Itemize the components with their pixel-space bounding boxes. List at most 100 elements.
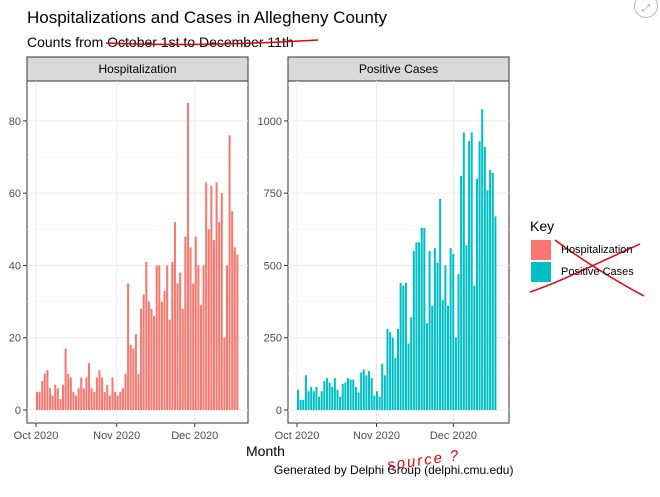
bar	[357, 392, 360, 410]
expand-icon[interactable]: ⤢	[634, 0, 658, 18]
bar	[325, 378, 328, 410]
bar	[207, 229, 210, 410]
facet-strip-hospitalization	[26, 56, 249, 82]
bar	[375, 391, 378, 410]
bar	[470, 132, 473, 411]
caption: Generated by Delphi Group (delphi.cmu.ed…	[274, 463, 514, 477]
bar	[155, 265, 158, 410]
x-axis-label: Month	[246, 443, 285, 459]
bar	[441, 300, 444, 410]
bar	[386, 329, 389, 410]
legend-key-hospitalization	[531, 240, 551, 260]
bar	[483, 146, 486, 410]
bar	[54, 384, 57, 410]
bar	[132, 348, 135, 410]
bar	[389, 331, 392, 410]
bar	[418, 242, 421, 410]
bar	[415, 242, 418, 410]
bar	[478, 141, 481, 411]
bar	[62, 384, 65, 410]
bar	[69, 377, 72, 410]
bar	[129, 344, 132, 410]
bar	[101, 377, 104, 410]
bar	[140, 308, 143, 410]
bar	[354, 386, 357, 410]
bar	[494, 216, 497, 410]
bar	[468, 141, 471, 411]
bar	[299, 399, 302, 410]
bar	[378, 396, 381, 410]
legend-label-positive-cases: Positive Cases	[561, 266, 634, 278]
bar	[121, 388, 124, 410]
bar	[134, 334, 137, 410]
bar	[38, 391, 41, 410]
bar	[454, 337, 457, 410]
bar	[160, 301, 163, 410]
bar	[462, 132, 465, 411]
bar	[212, 240, 215, 410]
bar	[56, 388, 59, 410]
y-tick-label: 250	[264, 333, 282, 345]
bar	[142, 294, 145, 410]
bar	[481, 109, 484, 410]
bar	[339, 396, 342, 410]
bar	[365, 375, 368, 410]
bar	[199, 305, 202, 410]
bar	[127, 283, 130, 410]
bar	[114, 391, 117, 410]
bar	[407, 343, 410, 410]
bar	[95, 377, 98, 410]
bar	[349, 379, 352, 410]
y-tick-label: 60	[9, 188, 21, 200]
bar	[72, 391, 75, 410]
bar	[368, 370, 371, 410]
bar	[431, 305, 434, 410]
subtitle-strikethrough	[105, 39, 319, 46]
bar	[331, 386, 334, 410]
bar	[412, 251, 415, 410]
bar	[171, 261, 174, 410]
bar	[75, 395, 78, 410]
bar	[323, 381, 326, 410]
bar	[233, 247, 236, 410]
x-tick-label: Dec 2020	[430, 430, 477, 442]
bar	[383, 375, 386, 410]
bar	[82, 388, 85, 410]
bar	[333, 378, 336, 410]
bar	[186, 102, 189, 410]
bar	[320, 391, 323, 410]
bar	[370, 378, 373, 410]
bar	[220, 193, 223, 410]
bar	[124, 373, 127, 410]
bar	[150, 308, 153, 410]
bar	[439, 198, 442, 410]
bar	[210, 185, 213, 410]
bar	[304, 375, 307, 410]
bar	[90, 388, 93, 410]
bar	[312, 391, 315, 410]
bar	[328, 382, 331, 410]
bar	[85, 377, 88, 410]
bar	[436, 262, 439, 410]
bar	[315, 386, 318, 410]
bar	[336, 389, 339, 410]
bar	[77, 388, 80, 410]
bar	[347, 378, 350, 410]
bar	[36, 391, 39, 410]
bar	[402, 285, 405, 410]
bar	[307, 391, 310, 410]
bar	[189, 247, 192, 410]
bar	[51, 395, 54, 410]
bar	[428, 251, 431, 410]
bar	[452, 253, 455, 410]
y-tick-label: 40	[9, 260, 21, 272]
bar	[41, 381, 44, 410]
bar	[344, 382, 347, 410]
bar	[447, 305, 450, 410]
bar	[449, 248, 452, 410]
bar	[205, 182, 208, 410]
bar	[433, 248, 436, 410]
bar	[404, 282, 407, 410]
bar	[352, 379, 355, 410]
y-tick-label: 750	[264, 188, 282, 200]
